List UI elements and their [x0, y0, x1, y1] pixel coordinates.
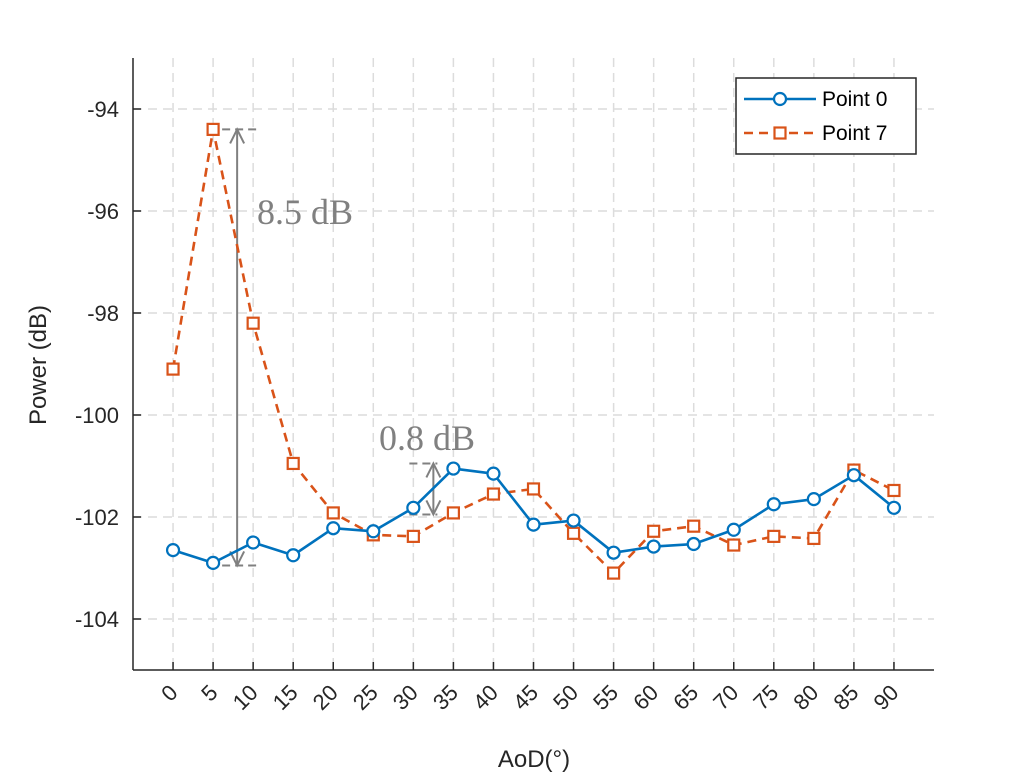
axes: -104-102-100-98-96-940 5 10 15 20 25 30 35 40 45 5…	[75, 58, 934, 715]
data-point-square	[286, 456, 300, 471]
data-point-square	[326, 506, 340, 520]
data-point-square	[773, 126, 787, 140]
x-tick-label: 40	[468, 680, 503, 715]
annotations: 8.5 dB 0.8 dB	[209, 127, 475, 568]
x-tick-label: 90	[868, 680, 903, 715]
annotation-arrowhead-down	[425, 500, 442, 517]
data-point-circle	[846, 468, 862, 483]
data-point-circle	[566, 513, 581, 528]
data-point-square	[647, 524, 661, 538]
y-tick-label: -94	[87, 97, 119, 122]
data-point-circle	[526, 517, 541, 532]
x-tick-label: 15	[268, 680, 303, 715]
x-tick-label: 30	[388, 680, 423, 715]
annotation-arrowhead-down	[229, 551, 246, 568]
data-point-square	[566, 526, 581, 540]
annotation-arrowhead-up	[229, 127, 246, 144]
legend-box	[735, 77, 917, 155]
series-layer	[165, 122, 902, 580]
legend-label: Point 0	[822, 88, 887, 111]
data-point-circle	[206, 555, 221, 571]
x-tick-label: 70	[708, 680, 743, 715]
legend-entry: Point 7	[744, 122, 887, 145]
x-tick-label: 55	[588, 680, 623, 715]
x-tick-label: 60	[628, 680, 663, 715]
data-point-circle	[886, 500, 902, 515]
data-point-square	[406, 529, 420, 543]
legend-label: Point 7	[822, 122, 887, 145]
data-point-square	[166, 362, 180, 376]
legend: Point 0 Point 7	[735, 77, 917, 155]
grid	[133, 58, 934, 670]
y-tick-label: -96	[87, 199, 119, 224]
data-point-circle	[406, 500, 421, 515]
data-point-circle	[165, 543, 181, 558]
x-tick-label: 20	[308, 680, 343, 715]
x-tick-label: 0	[156, 680, 182, 706]
annotation-arrowhead-up	[425, 461, 442, 478]
data-point-square	[727, 538, 741, 552]
data-point-circle	[646, 539, 661, 554]
data-point-square	[687, 519, 701, 533]
series-point-0	[165, 461, 902, 571]
y-axis-label: Power (dB)	[25, 305, 52, 425]
data-point-circle	[726, 522, 741, 537]
y-tick-label: -100	[75, 403, 119, 428]
data-point-circle	[766, 497, 781, 512]
data-point-circle	[286, 548, 301, 563]
data-point-square	[807, 531, 821, 546]
x-tick-label: 35	[428, 680, 463, 715]
data-point-circle	[806, 492, 821, 507]
data-point-circle	[446, 461, 461, 476]
data-point-square	[206, 122, 220, 137]
x-tick-label: 85	[828, 680, 863, 715]
data-point-circle	[326, 521, 341, 536]
data-point-circle	[772, 91, 788, 107]
data-point-square	[486, 487, 501, 501]
x-tick-label: 80	[788, 680, 823, 715]
x-tick-label: 45	[508, 680, 543, 715]
x-tick-label: 5	[196, 680, 222, 706]
x-tick-label: 75	[748, 680, 783, 715]
y-tick-label: -102	[75, 505, 119, 530]
data-point-circle	[366, 524, 381, 539]
annotation-label: 8.5 dB	[257, 192, 353, 232]
legend-entry: Point 0	[744, 88, 887, 111]
x-tick-label: 10	[228, 680, 263, 715]
x-tick-label: 25	[348, 680, 383, 715]
data-point-circle	[486, 466, 501, 481]
data-point-square	[446, 506, 460, 520]
annotation-label: 0.8 dB	[379, 418, 475, 458]
data-point-square	[887, 483, 901, 498]
data-point-circle	[246, 535, 261, 550]
data-point-square	[606, 566, 621, 580]
data-point-circle	[686, 536, 701, 552]
data-point-square	[767, 529, 781, 543]
y-tick-label: -104	[75, 607, 119, 632]
x-tick-label: 65	[668, 680, 703, 715]
x-tick-label: 50	[548, 680, 583, 715]
x-axis-label: AoD(°)	[498, 746, 570, 773]
data-point-circle	[606, 545, 621, 560]
y-tick-label: -98	[87, 301, 119, 326]
data-point-square	[526, 482, 541, 496]
data-point-square	[246, 316, 260, 330]
